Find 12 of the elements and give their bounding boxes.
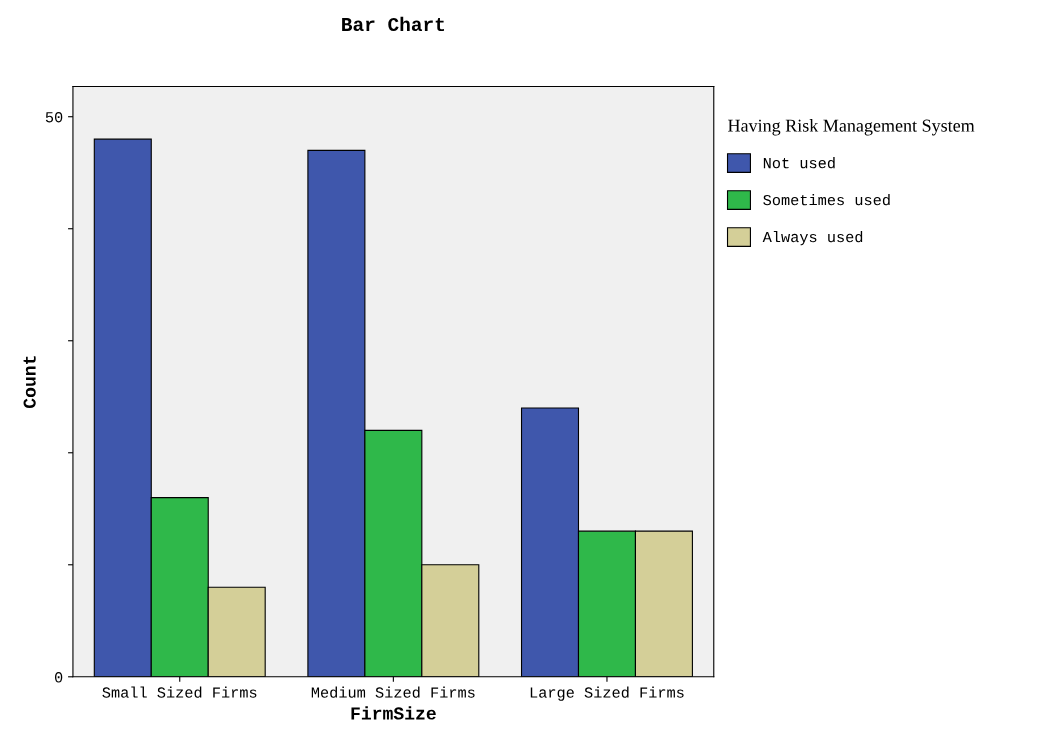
x-axis-title: FirmSize: [351, 706, 436, 720]
y-axis-title: Count: [23, 356, 36, 409]
x-tick-label: Small Sized Firms: [102, 686, 257, 698]
y-tick-label: 0: [54, 672, 63, 683]
legend-label: Sometimes used: [763, 194, 890, 206]
chart-title: Bar Chart: [342, 16, 445, 32]
x-tick-label: Large Sized Firms: [530, 686, 684, 701]
legend-title: Having Risk Management System: [728, 119, 975, 136]
legend-label: Not used: [763, 157, 835, 169]
legend-label: Always used: [762, 231, 863, 246]
x-tick-label: Medium Sized Firms: [311, 686, 475, 698]
y-tick-label: 50: [45, 112, 63, 123]
